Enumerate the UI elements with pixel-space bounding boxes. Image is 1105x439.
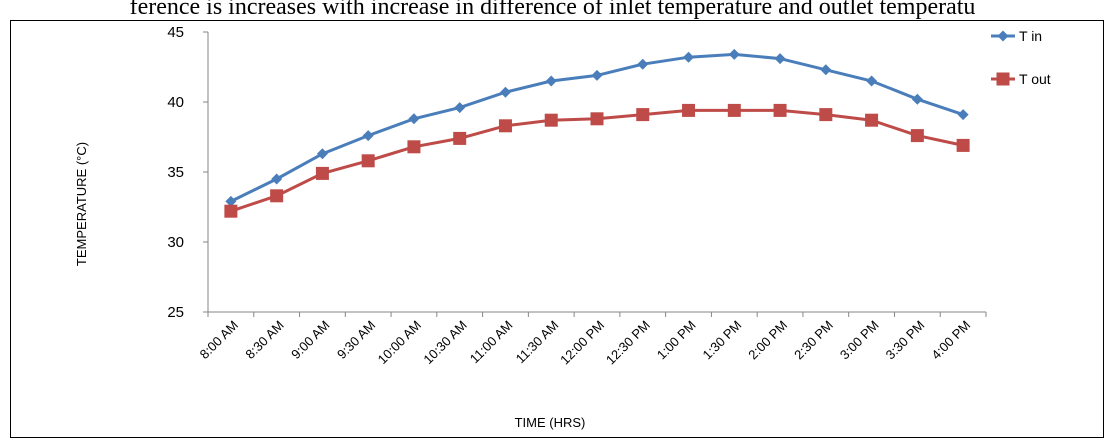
data-point [728,48,740,60]
y-axis-label: TEMPERATURE (°C) [74,142,89,266]
legend-marker [996,72,1010,86]
data-point [683,51,695,63]
x-tick-label: 12:00 PM [557,318,607,368]
x-tick-label: 11:30 AM [513,318,562,367]
x-tick-label: 8:00 AM [197,318,241,362]
x-tick-label: 2:30 PM [791,318,836,363]
x-tick-label: 12:30 PM [603,318,653,368]
data-point [865,113,879,127]
data-point [637,58,649,70]
data-point [545,75,557,87]
data-point [820,64,832,76]
x-tick-label: 10:00 AM [375,318,424,367]
chart-series [224,48,970,218]
x-tick-label: 3:30 PM [883,318,928,363]
data-point [773,103,787,117]
x-tick-label: 9:30 AM [334,318,378,362]
chart-legend: T in T out [991,28,1051,87]
data-point [819,108,833,122]
y-tick-label: 40 [167,94,184,111]
legend-item: T in [991,28,1042,44]
data-point [361,154,375,168]
chart-frame [10,20,1104,438]
data-point [544,113,558,127]
header-text: ference is increases with increase in di… [129,0,976,20]
y-tick-label: 45 [167,24,184,41]
data-point [453,131,467,145]
x-tick-label: 4:00 PM [928,318,973,363]
data-point [774,53,786,65]
x-tick-label: 11:00 AM [467,318,516,367]
data-point [498,119,512,133]
data-point [956,138,970,152]
data-point [316,148,328,160]
data-point [499,86,511,98]
series-line [230,108,964,213]
series-1 [225,48,969,207]
data-point [362,130,374,142]
x-tick-label: 9:00 AM [288,318,332,362]
x-tick-label: 1:30 PM [700,318,745,363]
data-point [408,113,420,125]
data-point [270,189,284,203]
data-point [224,204,238,218]
data-point [682,103,696,117]
x-tick-label: 3:00 PM [837,318,882,363]
x-tick-label: 1:00 PM [654,318,699,363]
legend-label: T in [1019,28,1042,44]
data-point [315,166,329,180]
y-tick-label: 25 [167,304,184,321]
data-point [407,140,421,154]
data-point [636,108,650,122]
x-tick-label: 8:30 AM [242,318,286,362]
data-point [957,109,969,121]
series-2 [224,103,970,218]
data-point [911,93,923,105]
legend-item: T out [991,71,1051,87]
data-point [454,102,466,114]
data-point [590,112,604,126]
x-tick-label: 2:00 PM [745,318,790,363]
data-point [727,103,741,117]
x-axis-label: TIME (HRS) [515,415,586,430]
data-point [866,75,878,87]
legend-label: T out [1019,71,1051,87]
data-point [225,195,237,207]
data-point [591,69,603,81]
data-point [271,173,283,185]
data-point [910,129,924,143]
y-tick-label: 35 [167,164,184,181]
x-tick-label: 10:30 AM [420,318,469,367]
y-tick-label: 30 [167,234,184,251]
legend-marker [997,30,1009,42]
